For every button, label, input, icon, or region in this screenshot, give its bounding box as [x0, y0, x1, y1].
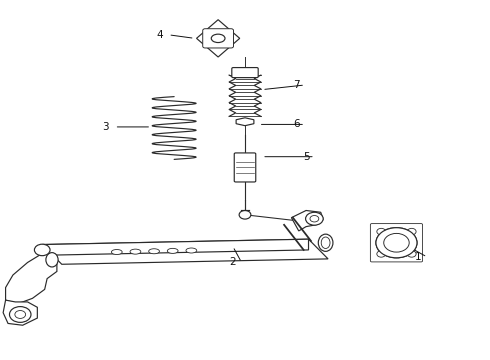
FancyBboxPatch shape — [234, 153, 256, 182]
Circle shape — [377, 228, 386, 235]
Circle shape — [239, 211, 251, 219]
FancyBboxPatch shape — [203, 29, 234, 48]
Polygon shape — [42, 239, 328, 264]
Polygon shape — [196, 20, 240, 57]
Circle shape — [15, 311, 25, 319]
Text: 3: 3 — [102, 122, 109, 132]
Ellipse shape — [168, 248, 178, 253]
Circle shape — [9, 307, 31, 322]
FancyBboxPatch shape — [370, 224, 422, 262]
Circle shape — [390, 238, 403, 248]
Ellipse shape — [321, 237, 330, 248]
Circle shape — [306, 212, 323, 225]
Ellipse shape — [186, 248, 196, 253]
Polygon shape — [3, 300, 37, 325]
Circle shape — [407, 251, 416, 257]
Ellipse shape — [211, 34, 225, 42]
Circle shape — [377, 251, 386, 257]
Circle shape — [407, 228, 416, 235]
Text: 4: 4 — [156, 30, 163, 40]
Ellipse shape — [148, 249, 159, 254]
Circle shape — [376, 228, 417, 258]
FancyBboxPatch shape — [232, 68, 258, 78]
Circle shape — [384, 233, 409, 252]
Circle shape — [34, 244, 50, 256]
Ellipse shape — [46, 253, 58, 267]
Circle shape — [310, 216, 319, 222]
Text: 5: 5 — [303, 152, 309, 162]
Polygon shape — [5, 246, 57, 304]
Polygon shape — [236, 118, 254, 126]
Ellipse shape — [111, 249, 122, 255]
Ellipse shape — [318, 234, 333, 251]
Polygon shape — [42, 239, 309, 255]
Circle shape — [376, 228, 417, 258]
Circle shape — [383, 233, 410, 253]
Text: 6: 6 — [293, 120, 299, 129]
Text: 7: 7 — [293, 80, 299, 90]
Text: 2: 2 — [229, 257, 236, 267]
Polygon shape — [292, 211, 323, 231]
Text: 1: 1 — [415, 252, 422, 262]
Ellipse shape — [130, 249, 141, 254]
